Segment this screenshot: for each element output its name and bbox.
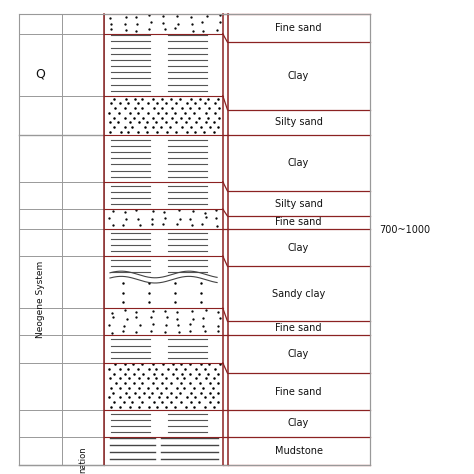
Text: 700~1000: 700~1000 [379, 225, 430, 236]
Text: Clay: Clay [288, 419, 309, 428]
Text: Mudstone: Mudstone [274, 446, 323, 456]
Text: Sandy clay: Sandy clay [272, 289, 325, 299]
Text: Clay: Clay [288, 158, 309, 168]
Text: Neogene System: Neogene System [36, 261, 45, 338]
Text: Fine sand: Fine sand [275, 386, 322, 397]
Text: Clay: Clay [288, 243, 309, 253]
Text: Silty sand: Silty sand [274, 199, 323, 209]
Text: Clay: Clay [288, 71, 309, 81]
Text: Fine sand: Fine sand [275, 323, 322, 333]
Text: Fine sand: Fine sand [275, 218, 322, 228]
Text: nation: nation [79, 447, 87, 473]
Text: Q: Q [36, 68, 45, 81]
Text: Silty sand: Silty sand [274, 118, 323, 128]
Text: Clay: Clay [288, 349, 309, 359]
Text: Fine sand: Fine sand [275, 23, 322, 33]
